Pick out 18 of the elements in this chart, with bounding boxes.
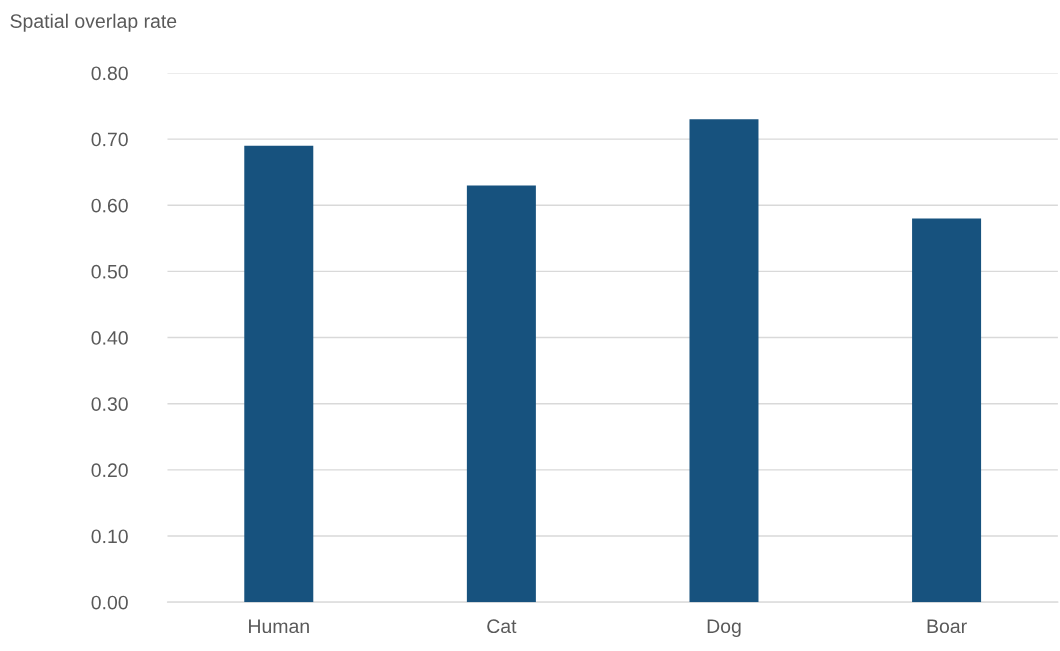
bar xyxy=(466,185,536,603)
y-tick-label: 0.00 xyxy=(91,595,128,610)
bar xyxy=(244,145,314,603)
y-tick-label: 0.20 xyxy=(91,463,128,478)
y-axis-title: Spatial overlap rate xyxy=(10,13,177,32)
bar xyxy=(912,218,982,603)
x-tick-label: Dog xyxy=(707,619,741,637)
bar xyxy=(689,119,759,603)
y-tick-label: 0.10 xyxy=(91,529,128,544)
y-tick-label: 0.30 xyxy=(91,397,128,411)
x-tick-label: Boar xyxy=(927,619,967,634)
y-tick-label: 0.60 xyxy=(91,198,128,213)
x-tick-label: Cat xyxy=(487,619,517,634)
y-tick-label: 0.70 xyxy=(91,132,128,147)
y-tick-label: 0.50 xyxy=(91,264,128,279)
y-tick-label: 0.40 xyxy=(91,331,128,345)
y-tick-label: 0.80 xyxy=(91,66,128,81)
x-tick-label: Human xyxy=(249,619,309,634)
